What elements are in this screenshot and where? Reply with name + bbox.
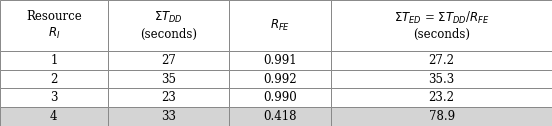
- Bar: [108, 51, 229, 70]
- Bar: [0, 107, 108, 126]
- Text: 35.3: 35.3: [428, 72, 455, 86]
- Bar: [331, 0, 552, 51]
- Text: Resource
$R_I$: Resource $R_I$: [26, 10, 82, 41]
- Bar: [229, 0, 331, 51]
- Text: 4: 4: [50, 110, 57, 123]
- Text: 27.2: 27.2: [428, 54, 455, 67]
- Bar: [0, 0, 108, 51]
- Text: 1: 1: [50, 54, 57, 67]
- Text: 0.418: 0.418: [263, 110, 297, 123]
- Text: $ΣT_{DD}$
(seconds): $ΣT_{DD}$ (seconds): [140, 10, 197, 41]
- Bar: [108, 0, 229, 51]
- Bar: [108, 70, 229, 88]
- Text: 27: 27: [161, 54, 176, 67]
- Text: $ΣT_{ED}$ = $ΣT_{DD}$/$R_{FE}$
(seconds): $ΣT_{ED}$ = $ΣT_{DD}$/$R_{FE}$ (seconds): [394, 10, 489, 41]
- Bar: [331, 107, 552, 126]
- Text: 0.990: 0.990: [263, 91, 297, 104]
- Bar: [229, 70, 331, 88]
- Text: 2: 2: [50, 72, 57, 86]
- Text: 78.9: 78.9: [428, 110, 455, 123]
- Bar: [0, 88, 108, 107]
- Text: 23.2: 23.2: [428, 91, 455, 104]
- Bar: [331, 70, 552, 88]
- Text: 33: 33: [161, 110, 176, 123]
- Bar: [108, 107, 229, 126]
- Bar: [229, 88, 331, 107]
- Text: 35: 35: [161, 72, 176, 86]
- Bar: [108, 88, 229, 107]
- Bar: [229, 51, 331, 70]
- Text: 23: 23: [161, 91, 176, 104]
- Text: 0.992: 0.992: [263, 72, 297, 86]
- Text: 3: 3: [50, 91, 57, 104]
- Text: $R_{FE}$: $R_{FE}$: [270, 18, 290, 33]
- Bar: [0, 51, 108, 70]
- Bar: [0, 70, 108, 88]
- Bar: [331, 88, 552, 107]
- Bar: [229, 107, 331, 126]
- Text: 0.991: 0.991: [263, 54, 297, 67]
- Bar: [331, 51, 552, 70]
